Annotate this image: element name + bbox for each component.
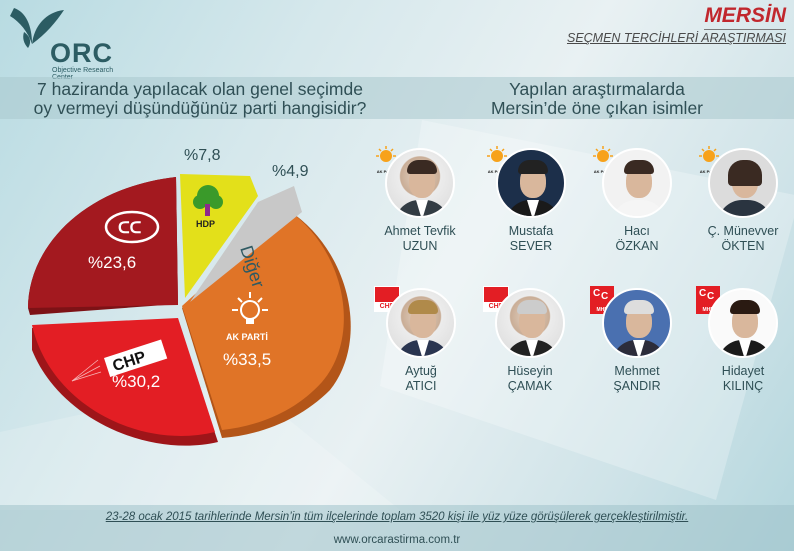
candidate-card: CHP Aytuğ ATICI <box>366 286 476 394</box>
ak-parti-bulb-icon <box>232 292 268 324</box>
question-bar <box>0 77 794 119</box>
mhp-percent: %23,6 <box>88 253 137 272</box>
svg-text:HDP: HDP <box>196 219 215 229</box>
city-title: MERSİN <box>704 4 786 30</box>
survey-methodology-note: 23-28 ocak 2015 tarihlerinde Mersin’in t… <box>105 511 689 523</box>
website-link[interactable]: www.orcarastirma.com.tr <box>333 534 461 546</box>
pie-chart: ᑕᑕ HDP Diğer AK PARTİ CHP <box>0 160 370 450</box>
svg-text:AK PARTİ: AK PARTİ <box>226 332 268 342</box>
pie-slice-chp <box>32 318 215 436</box>
candidate-name: Hidayet <box>721 364 765 378</box>
header: MERSİN SEÇMEN TERCİHLERİ ARAŞTIRMASI <box>567 4 786 45</box>
chp-arrows-icon <box>71 359 102 382</box>
candidate-name: Mustafa <box>508 224 554 238</box>
footer-bar <box>0 505 794 551</box>
pie-slice-akp <box>182 210 344 430</box>
candidate-name: Ç. Münevver <box>707 224 779 238</box>
candidate-name: Aytuğ <box>405 364 437 378</box>
orc-logo: ORC Objective Research Center <box>6 4 136 81</box>
hdp-tree-icon <box>193 185 223 216</box>
candidate-photo <box>602 148 672 218</box>
candidate-name: Hüseyin <box>507 364 553 378</box>
candidate-name: Ahmet Tevfik <box>384 224 456 238</box>
candidate-surname: ÇAMAK <box>507 379 553 393</box>
candidate-surname: SEVER <box>509 239 553 253</box>
candidate-card: C C MHP Mehmet ŞANDIR <box>582 286 692 394</box>
candidate-surname: KILINÇ <box>722 379 764 393</box>
logo-text: ORC <box>50 38 113 68</box>
pie-slice-mhp <box>28 177 178 308</box>
candidate-card: CHP Hüseyin ÇAMAK <box>475 286 585 394</box>
chart-question: 7 haziranda yapılacak olan genel seçimde… <box>10 80 390 118</box>
hdp-percent: %7,8 <box>184 147 221 164</box>
candidate-card: AK PARTİ Hacı ÖZKAN <box>582 146 692 254</box>
question-line-2: oy vermeyi düşündüğünüz parti hangisidir… <box>33 98 367 118</box>
svg-text:ᑕᑕ: ᑕᑕ <box>118 220 142 237</box>
candidate-surname: ÖKTEN <box>721 239 765 253</box>
candidate-card: AK PARTİ Mustafa SEVER <box>476 146 586 254</box>
names-title-line-1: Yapılan araştırmalarda <box>509 79 685 99</box>
mhp-logo-icon <box>104 210 160 244</box>
candidate-photo <box>386 288 456 358</box>
names-section-title: Yapılan araştırmalarda Mersin’de öne çık… <box>400 80 794 118</box>
chp-percent: %30,2 <box>112 372 161 391</box>
candidate-photo <box>496 148 566 218</box>
candidate-surname: ÖZKAN <box>615 239 659 253</box>
candidate-photo <box>708 288 778 358</box>
candidate-photo <box>495 288 565 358</box>
candidate-surname: ATICI <box>405 379 437 393</box>
orc-leaf-icon <box>10 8 64 48</box>
candidate-surname: ŞANDIR <box>613 379 661 393</box>
candidate-photo <box>708 148 778 218</box>
candidate-photo <box>385 148 455 218</box>
candidate-surname: UZUN <box>402 239 438 253</box>
names-title-line-2: Mersin’de öne çıkan isimler <box>490 98 704 118</box>
question-line-1: 7 haziranda yapılacak olan genel seçimde <box>37 79 363 99</box>
candidate-photo <box>602 288 672 358</box>
akp-percent: %33,5 <box>223 350 272 369</box>
other-percent: %4,9 <box>272 163 309 180</box>
candidate-card: AK PARTİ Ç. Münevver ÖKTEN <box>688 146 794 254</box>
pie-svg: ᑕᑕ HDP Diğer AK PARTİ CHP <box>28 174 351 446</box>
candidate-card: C C MHP Hidayet KILINÇ <box>688 286 794 394</box>
candidate-name: Hacı <box>624 224 650 238</box>
candidate-card: AK PARTİ Ahmet Tevfik UZUN <box>365 146 475 254</box>
candidate-name: Mehmet <box>614 364 660 378</box>
survey-subtitle: SEÇMEN TERCİHLERİ ARAŞTIRMASI <box>566 31 786 45</box>
pie-slice-other <box>190 186 302 302</box>
